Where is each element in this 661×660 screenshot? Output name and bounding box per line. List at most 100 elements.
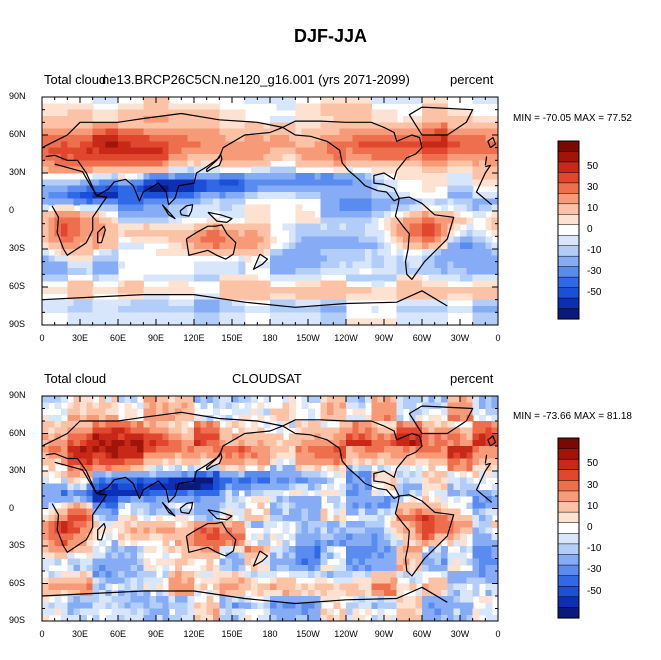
heatmap-cell xyxy=(314,571,322,578)
heatmap-cell xyxy=(105,306,113,313)
heatmap-cell xyxy=(276,318,284,326)
heatmap-cell xyxy=(54,414,62,422)
heatmap-cell xyxy=(232,116,239,123)
heatmap-cell xyxy=(143,179,151,187)
heatmap-cell xyxy=(232,249,239,256)
heatmap-cell xyxy=(213,166,220,174)
heatmap-cell xyxy=(289,477,296,485)
heatmap-cell xyxy=(441,173,448,180)
heatmap-cell xyxy=(308,427,315,435)
heatmap-cell xyxy=(213,109,220,117)
heatmap-cell xyxy=(187,527,195,535)
heatmap-cell xyxy=(118,312,125,320)
heatmap-cell xyxy=(282,552,290,560)
heatmap-cell xyxy=(42,268,49,275)
heatmap-cell xyxy=(282,299,290,307)
heatmap-cell xyxy=(232,147,239,155)
heatmap-cell xyxy=(466,396,474,403)
heatmap-cell xyxy=(466,433,474,441)
heatmap-cell xyxy=(130,312,138,320)
heatmap-cell xyxy=(472,552,480,560)
heatmap-cell xyxy=(194,135,201,142)
heatmap-cell xyxy=(219,558,227,566)
heatmap-cell xyxy=(384,408,391,416)
heatmap-cell xyxy=(485,489,493,497)
heatmap-cell xyxy=(352,261,360,269)
heatmap-cell xyxy=(441,255,448,263)
heatmap-cell xyxy=(156,103,163,111)
heatmap-cell xyxy=(156,458,163,466)
heatmap-cell xyxy=(143,458,151,466)
heatmap-cell xyxy=(194,147,201,155)
heatmap-cell xyxy=(460,154,467,161)
heatmap-cell xyxy=(466,527,474,535)
heatmap-cell xyxy=(339,464,347,472)
heatmap-cell xyxy=(181,446,189,453)
heatmap-cell xyxy=(472,255,480,263)
heatmap-cell xyxy=(327,571,334,578)
heatmap-cell xyxy=(156,230,163,237)
heatmap-cell xyxy=(282,154,290,161)
heatmap-cell xyxy=(232,402,239,410)
heatmap-cell xyxy=(124,141,132,149)
heatmap-cell xyxy=(92,502,100,510)
heatmap-cell xyxy=(54,147,62,155)
heatmap-cell xyxy=(346,558,353,566)
heatmap-cell xyxy=(48,427,56,435)
heatmap-cell xyxy=(105,261,113,269)
x-tick-label: 120W xyxy=(334,333,358,343)
heatmap-cell xyxy=(472,502,480,510)
heatmap-cell xyxy=(181,312,189,320)
heatmap-cell xyxy=(320,396,328,403)
heatmap-cell xyxy=(289,514,296,522)
heatmap-cell xyxy=(358,464,366,472)
heatmap-cell xyxy=(422,608,429,616)
heatmap-cell xyxy=(396,274,404,282)
heatmap-cell xyxy=(105,135,113,142)
heatmap-cell xyxy=(491,318,499,326)
heatmap-cell xyxy=(86,508,94,516)
heatmap-cell xyxy=(327,477,334,485)
heatmap-cell xyxy=(200,261,208,269)
heatmap-cell xyxy=(175,217,182,225)
heatmap-cell xyxy=(162,109,170,117)
heatmap-cell xyxy=(441,116,448,123)
heatmap-cell xyxy=(181,128,189,136)
heatmap-cell xyxy=(92,521,100,528)
heatmap-cell xyxy=(213,293,220,301)
heatmap-cell xyxy=(422,421,429,428)
heatmap-cell xyxy=(358,211,366,218)
heatmap-cell xyxy=(156,471,163,478)
heatmap-cell xyxy=(232,589,239,597)
heatmap-cell xyxy=(156,514,163,522)
heatmap-cell xyxy=(491,402,499,410)
heatmap-cell xyxy=(289,496,296,503)
heatmap-cell xyxy=(80,583,87,591)
heatmap-cell xyxy=(447,230,455,237)
heatmap-cell xyxy=(162,318,170,326)
heatmap-cell xyxy=(111,223,119,231)
heatmap-cell xyxy=(295,147,303,155)
heatmap-cell xyxy=(99,173,106,180)
heatmap-cell xyxy=(143,402,151,410)
heatmap-cell xyxy=(282,521,290,528)
heatmap-cell xyxy=(460,521,467,528)
heatmap-cell xyxy=(232,558,239,566)
heatmap-cell xyxy=(377,508,385,516)
heatmap-cell xyxy=(168,571,176,578)
heatmap-cell xyxy=(396,439,404,447)
heatmap-cell xyxy=(289,583,296,591)
heatmap-cell xyxy=(453,533,461,541)
heatmap-cell xyxy=(194,514,201,522)
heatmap-cell xyxy=(181,514,189,522)
heatmap-cell xyxy=(460,489,467,497)
heatmap-cell xyxy=(441,396,448,403)
heatmap-cell xyxy=(301,211,309,218)
heatmap-cell xyxy=(270,446,277,453)
heatmap-cell xyxy=(42,236,49,244)
heatmap-cell xyxy=(124,306,132,313)
heatmap-cell xyxy=(86,141,94,149)
heatmap-cell xyxy=(80,439,87,447)
heatmap-cell xyxy=(251,242,258,250)
heatmap-cell xyxy=(314,589,322,597)
